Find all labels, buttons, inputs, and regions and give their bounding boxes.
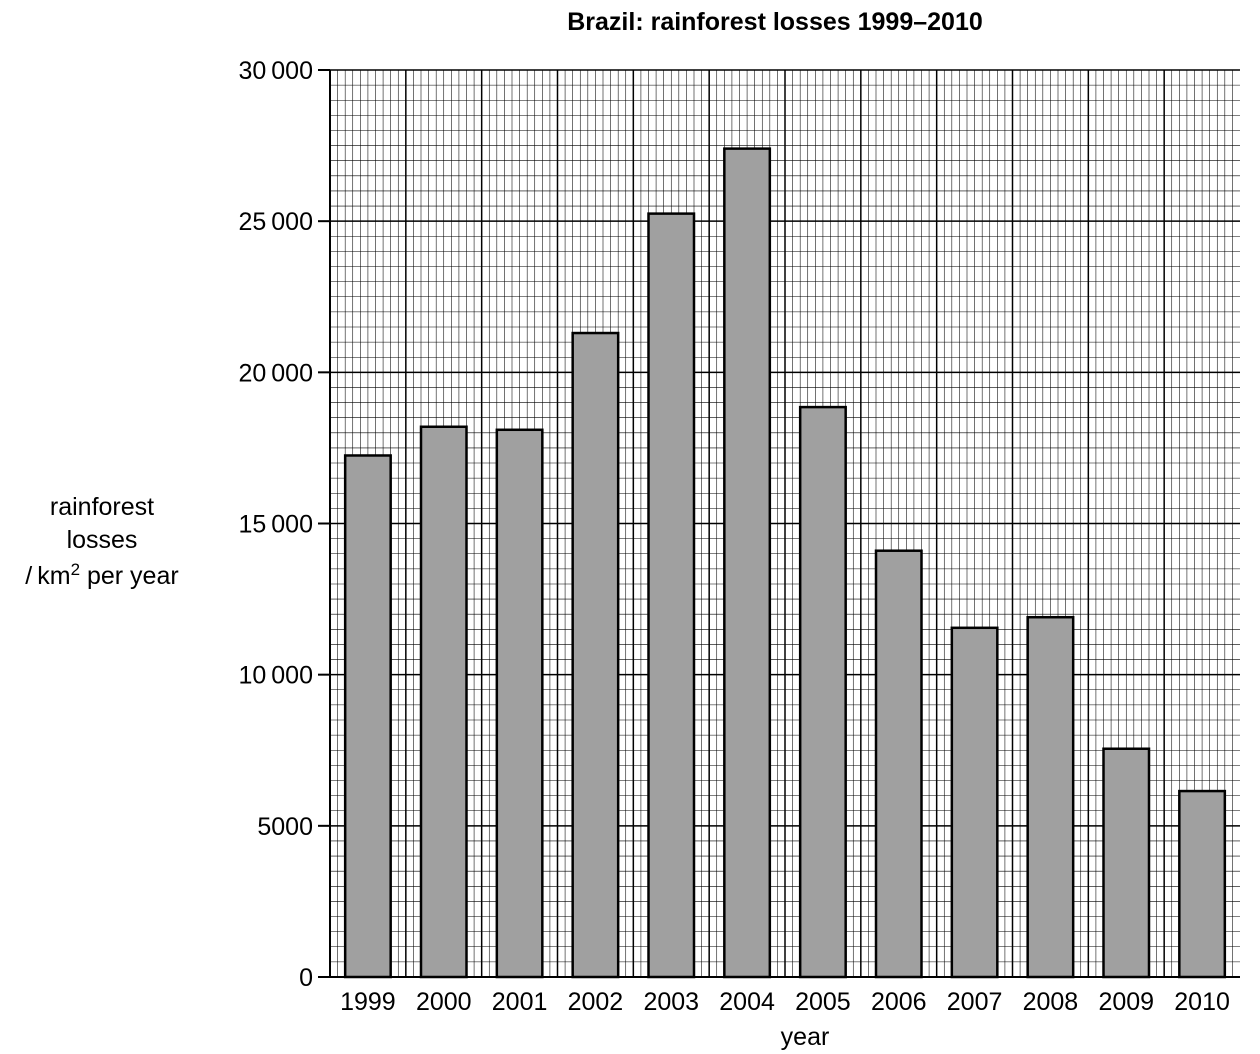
- x-tick-label: 2010: [1174, 988, 1230, 1016]
- axes: [318, 69, 1240, 978]
- x-tick-labels: 1999 2000 2001 2002 2003 2004 2005 2006 2007 2008…: [340, 988, 1230, 1016]
- y-tick-label: 0: [299, 964, 313, 992]
- bar-1999: [343, 454, 392, 979]
- y-axis-label-line3: / km2 per year: [25, 560, 178, 591]
- x-tick-label: 2000: [416, 988, 472, 1016]
- y-tick-label: 25 000: [238, 208, 313, 236]
- x-axis-label: year: [781, 1023, 830, 1051]
- y-axis-label-unit: / km: [25, 562, 70, 590]
- bar-2008: [1026, 615, 1075, 979]
- bars: [343, 147, 1227, 979]
- x-tick-label: 2001: [492, 988, 548, 1016]
- y-tick-label: 5000: [257, 813, 313, 841]
- bar-2002: [571, 331, 620, 979]
- y-axis-label: rainforest losses / km2 per year: [25, 493, 178, 590]
- major-grid: [330, 69, 1240, 978]
- bar-2000: [419, 425, 468, 979]
- bar-2001: [495, 428, 544, 979]
- x-tick-label: 2005: [795, 988, 851, 1016]
- y-tick-labels: 0 5000 10 000 15 000 20 000 25 000 30 000: [238, 57, 313, 992]
- x-tick-label: 1999: [340, 988, 396, 1016]
- x-tick-label: 2002: [568, 988, 624, 1016]
- bar-2003: [647, 212, 696, 979]
- x-tick-label: 2008: [1023, 988, 1079, 1016]
- y-axis-label-rate: per year: [80, 562, 179, 590]
- x-tick-label: 2006: [871, 988, 927, 1016]
- y-tick-label: 10 000: [238, 662, 313, 690]
- y-axis-label-line2: losses: [67, 526, 138, 554]
- y-tick-label: 15 000: [238, 511, 313, 539]
- x-tick-label: 2009: [1098, 988, 1154, 1016]
- y-axis-label-line1: rainforest: [50, 493, 154, 521]
- bar-2004: [723, 147, 772, 979]
- x-tick-label: 2003: [643, 988, 699, 1016]
- x-tick-label: 2007: [947, 988, 1003, 1016]
- bar-2007: [950, 626, 999, 979]
- y-tick-label: 30 000: [238, 57, 313, 85]
- chart-title: Brazil: rainforest losses 1999–2010: [567, 8, 983, 36]
- x-tick-label: 2004: [719, 988, 775, 1016]
- bar-2009: [1102, 747, 1151, 979]
- y-tick-label: 20 000: [238, 359, 313, 387]
- bar-2010: [1178, 789, 1227, 979]
- major-grid-lines: [330, 69, 1240, 978]
- y-axis-label-exponent: 2: [71, 560, 80, 579]
- bar-2006: [874, 549, 923, 979]
- bar-2005: [798, 405, 847, 979]
